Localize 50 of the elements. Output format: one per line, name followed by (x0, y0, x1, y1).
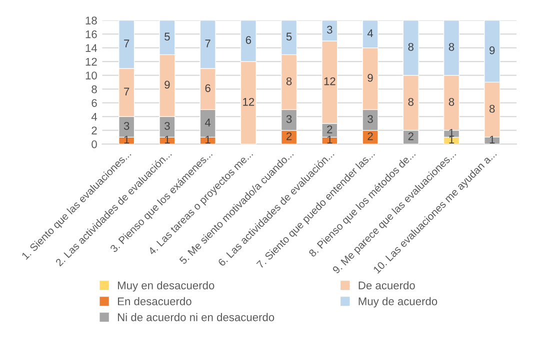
data-label: 3 (368, 115, 373, 123)
data-label: 2 (368, 132, 373, 140)
y-tick-label: 2 (92, 126, 97, 134)
legend-label: Muy de acuerdo (358, 297, 438, 308)
data-label: 12 (243, 98, 254, 106)
data-label: 8 (408, 42, 414, 51)
y-tick-label: 0 (92, 140, 97, 148)
legend-label: De acuerdo (358, 281, 415, 290)
data-label: 8 (448, 42, 454, 51)
data-label: 8 (448, 98, 454, 106)
y-tick-label: 14 (86, 44, 98, 52)
y-tick-label: 16 (86, 30, 97, 38)
data-label: 2 (286, 132, 292, 140)
y-tick-label: 12 (86, 58, 97, 66)
data-label: 8 (408, 98, 414, 106)
data-label: 9 (368, 74, 373, 82)
data-label: 5 (164, 32, 170, 41)
data-label: 4 (204, 118, 211, 126)
data-label: 4 (367, 29, 374, 37)
data-label: 3 (124, 122, 130, 130)
data-label: 1 (449, 128, 454, 137)
y-tick-label: 4 (91, 112, 98, 121)
y-tick-label: 18 (86, 16, 97, 24)
legend-label: En desacuerdo (118, 297, 192, 306)
data-label: 3 (286, 115, 292, 123)
data-label: 3 (326, 26, 332, 34)
data-label: 1 (206, 136, 210, 144)
data-label: 1 (164, 136, 170, 144)
data-label: 7 (124, 40, 130, 48)
y-tick-label: 10 (86, 72, 97, 80)
data-label: 7 (124, 88, 130, 96)
data-label: 2 (327, 125, 332, 134)
data-label: 8 (490, 104, 495, 113)
data-label: 7 (205, 40, 210, 48)
data-label: 6 (205, 84, 210, 92)
y-tick-label: 6 (92, 99, 97, 107)
legend-label: Muy en desacuerdo (118, 281, 214, 292)
data-label: 5 (286, 32, 292, 41)
data-label: 1 (327, 136, 332, 144)
legend-label: Ni de acuerdo ni en desacuerdo (118, 313, 274, 322)
data-label: 12 (324, 77, 336, 86)
data-label: 1 (490, 136, 495, 144)
y-tick-label: 8 (92, 85, 97, 94)
data-label: 1 (124, 136, 130, 144)
data-label: 6 (246, 36, 252, 44)
data-label: 3 (164, 122, 170, 130)
data-label: 2 (408, 132, 414, 140)
data-label: 8 (286, 77, 292, 86)
data-label: 9 (490, 46, 495, 54)
data-label: 9 (164, 80, 170, 89)
